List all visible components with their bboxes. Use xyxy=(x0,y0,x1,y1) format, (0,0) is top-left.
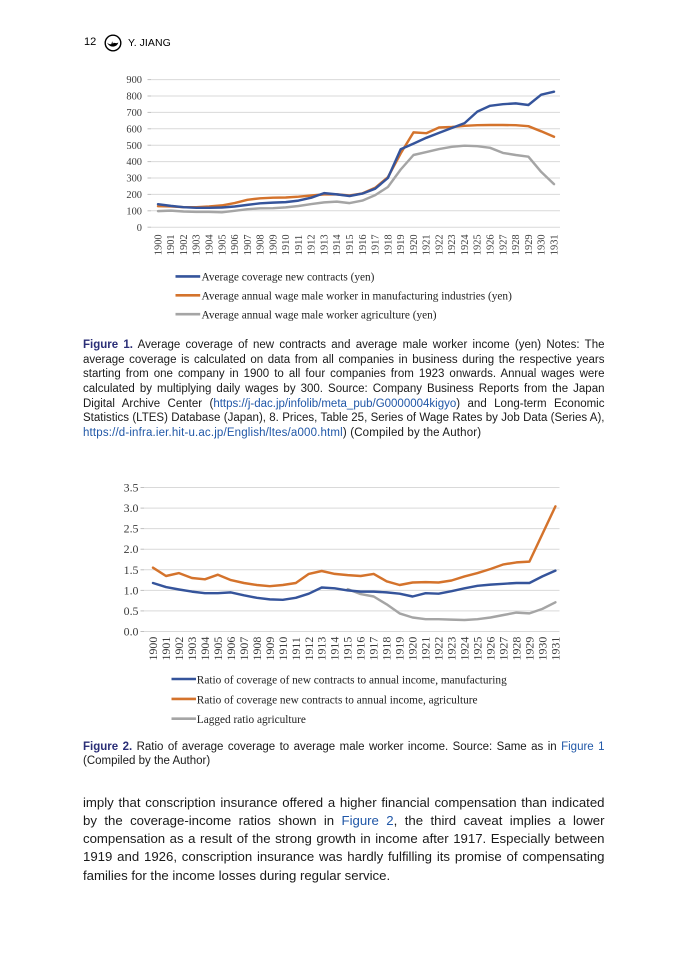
svg-text:1926: 1926 xyxy=(486,234,497,255)
svg-text:1913: 1913 xyxy=(315,637,329,661)
svg-text:1922: 1922 xyxy=(432,637,446,661)
svg-text:1923: 1923 xyxy=(445,637,459,661)
svg-text:1.5: 1.5 xyxy=(124,563,139,577)
svg-text:800: 800 xyxy=(126,92,142,103)
svg-text:1930: 1930 xyxy=(535,637,549,661)
svg-text:1903: 1903 xyxy=(192,234,203,255)
svg-text:1912: 1912 xyxy=(302,637,316,661)
svg-text:1910: 1910 xyxy=(276,637,290,661)
svg-text:Average coverage new contracts: Average coverage new contracts (yen) xyxy=(202,272,375,284)
svg-text:700: 700 xyxy=(126,108,142,119)
svg-text:1903: 1903 xyxy=(185,637,199,661)
svg-text:0: 0 xyxy=(137,223,142,234)
svg-text:1911: 1911 xyxy=(294,235,305,255)
svg-text:1920: 1920 xyxy=(409,234,420,255)
svg-text:1919: 1919 xyxy=(393,637,407,661)
svg-text:1908: 1908 xyxy=(256,234,267,255)
svg-text:1912: 1912 xyxy=(307,234,318,255)
svg-text:1907: 1907 xyxy=(243,234,254,255)
svg-text:1924: 1924 xyxy=(460,234,471,256)
svg-text:0.0: 0.0 xyxy=(124,625,139,639)
svg-text:3.0: 3.0 xyxy=(124,501,139,515)
svg-text:0.5: 0.5 xyxy=(124,604,139,618)
svg-text:1916: 1916 xyxy=(354,637,368,661)
svg-text:1928: 1928 xyxy=(509,637,523,661)
svg-text:200: 200 xyxy=(126,190,142,201)
svg-text:1927: 1927 xyxy=(497,637,511,661)
svg-text:300: 300 xyxy=(126,174,142,185)
svg-text:1923: 1923 xyxy=(447,234,458,255)
svg-text:1907: 1907 xyxy=(237,637,251,661)
svg-text:1909: 1909 xyxy=(263,637,277,661)
svg-text:1905: 1905 xyxy=(217,234,228,255)
svg-text:1904: 1904 xyxy=(205,234,216,256)
svg-text:1914: 1914 xyxy=(332,234,343,256)
svg-text:1920: 1920 xyxy=(406,637,420,661)
svg-text:1931: 1931 xyxy=(549,234,560,255)
svg-text:1910: 1910 xyxy=(281,234,292,255)
svg-text:1928: 1928 xyxy=(511,234,522,255)
svg-text:1911: 1911 xyxy=(289,637,303,660)
svg-text:Average annual wage male worke: Average annual wage male worker in manuf… xyxy=(202,290,513,302)
svg-text:1929: 1929 xyxy=(524,234,535,255)
svg-text:1908: 1908 xyxy=(250,637,264,661)
svg-text:1914: 1914 xyxy=(328,637,342,661)
svg-text:1917: 1917 xyxy=(367,637,381,661)
svg-text:1902: 1902 xyxy=(172,637,186,661)
svg-text:1904: 1904 xyxy=(198,637,212,661)
svg-text:1906: 1906 xyxy=(224,637,238,661)
svg-text:1931: 1931 xyxy=(548,637,562,661)
svg-text:1922: 1922 xyxy=(434,234,445,255)
svg-text:1917: 1917 xyxy=(371,234,382,255)
svg-text:2.5: 2.5 xyxy=(124,522,139,536)
svg-text:Average annual wage male worke: Average annual wage male worker agricult… xyxy=(202,309,437,321)
svg-text:1926: 1926 xyxy=(484,637,498,661)
svg-text:1901: 1901 xyxy=(159,637,173,661)
svg-text:500: 500 xyxy=(126,141,142,152)
svg-text:1905: 1905 xyxy=(211,637,225,661)
svg-text:3.5: 3.5 xyxy=(124,481,139,495)
svg-text:100: 100 xyxy=(126,206,142,217)
svg-text:900: 900 xyxy=(126,75,142,86)
svg-text:1.0: 1.0 xyxy=(124,583,139,597)
svg-text:1924: 1924 xyxy=(458,637,472,661)
svg-text:1921: 1921 xyxy=(419,637,433,661)
svg-text:1901: 1901 xyxy=(166,234,177,255)
svg-text:1929: 1929 xyxy=(522,637,536,661)
svg-text:1902: 1902 xyxy=(179,234,190,255)
svg-text:1916: 1916 xyxy=(358,234,369,255)
svg-text:Ratio of coverage new contract: Ratio of coverage new contracts to annua… xyxy=(197,694,478,706)
svg-text:1918: 1918 xyxy=(383,234,394,255)
svg-text:1918: 1918 xyxy=(380,637,394,661)
svg-text:1927: 1927 xyxy=(498,234,509,255)
svg-text:2.0: 2.0 xyxy=(124,542,139,556)
svg-text:1900: 1900 xyxy=(153,234,164,255)
svg-text:1915: 1915 xyxy=(341,637,355,661)
svg-text:400: 400 xyxy=(126,157,142,168)
svg-text:1906: 1906 xyxy=(230,234,241,255)
svg-text:600: 600 xyxy=(126,124,142,135)
svg-text:1909: 1909 xyxy=(268,234,279,255)
svg-text:1930: 1930 xyxy=(537,234,548,255)
svg-text:1900: 1900 xyxy=(146,637,160,661)
svg-text:1919: 1919 xyxy=(396,234,407,255)
svg-text:1913: 1913 xyxy=(320,234,331,255)
svg-text:1925: 1925 xyxy=(473,234,484,255)
svg-text:1921: 1921 xyxy=(422,234,433,255)
svg-text:Lagged ratio agriculture: Lagged ratio agriculture xyxy=(197,714,306,726)
svg-text:1925: 1925 xyxy=(471,637,485,661)
svg-text:Ratio of coverage of new contr: Ratio of coverage of new contracts to an… xyxy=(197,675,507,687)
svg-text:1915: 1915 xyxy=(345,234,356,255)
